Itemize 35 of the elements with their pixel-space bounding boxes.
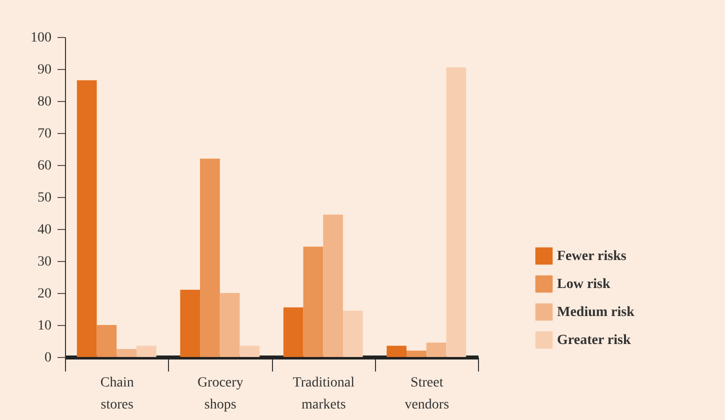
bar: [136, 346, 156, 357]
y-tick-label: 20: [38, 286, 52, 302]
y-tick-label: 30: [38, 254, 52, 270]
bar: [342, 310, 363, 357]
y-tick-label: 70: [38, 126, 52, 142]
bar: [406, 350, 426, 357]
bar: [386, 346, 407, 357]
y-tick-label: 80: [38, 94, 52, 110]
bar: [200, 158, 220, 357]
bar: [96, 325, 117, 357]
legend-label: Medium risk: [557, 305, 635, 320]
y-tick-label: 0: [44, 350, 52, 366]
bar: [116, 349, 136, 357]
x-tick-label: Grocery shops: [197, 376, 244, 412]
bar: [76, 80, 97, 357]
legend-label: Low risk: [557, 277, 610, 292]
bar: [323, 214, 343, 357]
x-tick-label: Traditional markets: [292, 376, 355, 412]
bar: [180, 290, 200, 357]
legend-label: Fewer risks: [557, 249, 627, 264]
bar: [426, 342, 446, 357]
bar: [240, 346, 260, 357]
bar: [220, 293, 240, 357]
y-tick-label: 50: [38, 190, 52, 206]
y-tick-label: 90: [38, 62, 52, 78]
bar: [303, 246, 324, 357]
y-tick-label: 40: [38, 222, 52, 238]
y-tick-label: 10: [38, 318, 52, 334]
x-tick-label: Chain stores: [100, 376, 134, 412]
y-tick-label: 60: [38, 158, 52, 174]
bar: [446, 67, 466, 357]
y-tick-label: 100: [30, 30, 52, 46]
legend-label: Greater risk: [557, 333, 631, 348]
bar: [283, 307, 304, 357]
x-tick-label: Street vendors: [404, 376, 450, 412]
